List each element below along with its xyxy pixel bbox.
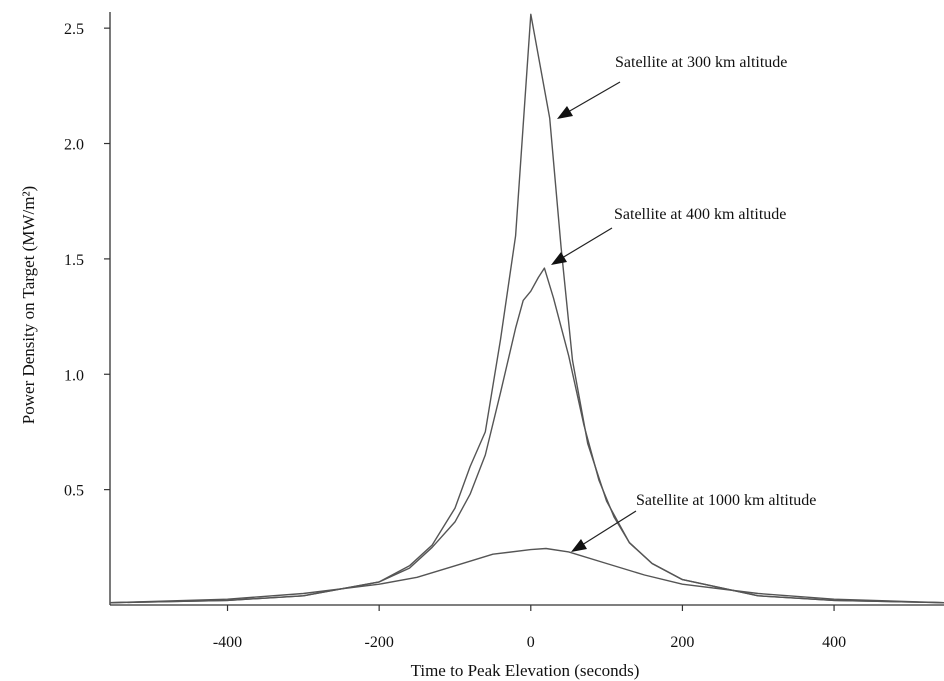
series-line-1000km — [109, 547, 944, 604]
y-axis-title: Power Density on Target (MW/m²) — [19, 186, 38, 424]
series-line-400km — [109, 267, 944, 604]
y-tick-label: 1.5 — [64, 252, 84, 269]
x-tick-label: 400 — [822, 634, 846, 651]
x-tick-label: -200 — [364, 634, 393, 651]
x-axis-title: Time to Peak Elevation (seconds) — [411, 661, 640, 680]
axes — [109, 12, 944, 606]
series-line-300km — [109, 13, 944, 604]
arrow-1000km — [571, 510, 637, 552]
ticks: -400 -200 0 200 400 0.5 1.0 1.5 2.0 2.5 — [64, 21, 846, 651]
x-tick-label: 0 — [527, 634, 535, 651]
annotations-group: Satellite at 300 km altitude Satellite a… — [551, 54, 816, 552]
annotation-1000km: Satellite at 1000 km altitude — [636, 492, 816, 509]
x-tick-label: -400 — [213, 634, 242, 651]
y-tick-label: 2.0 — [64, 137, 84, 154]
annotation-300km: Satellite at 300 km altitude — [615, 54, 787, 71]
arrow-400km — [551, 227, 613, 265]
arrow-300km — [557, 81, 621, 119]
series-group — [109, 13, 944, 604]
y-tick-label: 2.5 — [64, 21, 84, 38]
x-tick-label: 200 — [670, 634, 694, 651]
y-tick-label: 1.0 — [64, 367, 84, 384]
y-tick-label: 0.5 — [64, 483, 84, 500]
annotation-400km: Satellite at 400 km altitude — [614, 206, 786, 223]
